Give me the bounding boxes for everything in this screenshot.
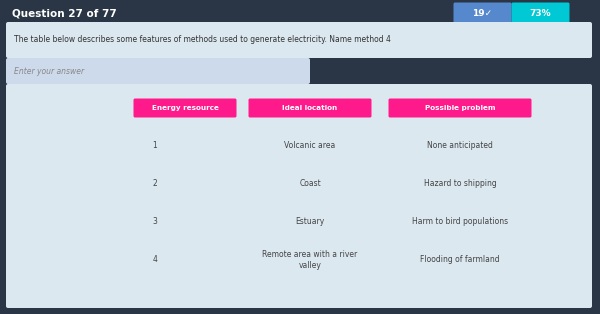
Text: Flooding of farmland: Flooding of farmland [420,256,500,264]
Text: Harm to bird populations: Harm to bird populations [412,218,508,226]
Text: 1: 1 [152,142,157,150]
FancyBboxPatch shape [6,22,592,58]
FancyBboxPatch shape [454,3,511,24]
Text: Question 27 of 77: Question 27 of 77 [12,9,117,19]
Text: 19✓: 19✓ [472,8,492,18]
Text: Remote area with a river
valley: Remote area with a river valley [262,250,358,270]
Text: 73%: 73% [529,8,551,18]
Text: 3: 3 [152,218,157,226]
Text: None anticipated: None anticipated [427,142,493,150]
Text: Estuary: Estuary [295,218,325,226]
Text: Volcanic area: Volcanic area [284,142,335,150]
Text: Coast: Coast [299,180,321,188]
Text: Enter your answer: Enter your answer [14,67,84,75]
Text: Energy resource: Energy resource [152,105,218,111]
Text: The table below describes some features of methods used to generate electricity.: The table below describes some features … [14,35,391,45]
FancyBboxPatch shape [511,3,569,24]
Text: Ideal location: Ideal location [283,105,338,111]
Text: 2: 2 [152,180,157,188]
Text: Hazard to shipping: Hazard to shipping [424,180,496,188]
FancyBboxPatch shape [133,99,236,117]
FancyBboxPatch shape [389,99,532,117]
FancyBboxPatch shape [6,84,592,308]
FancyBboxPatch shape [248,99,371,117]
Text: 4: 4 [152,256,157,264]
FancyBboxPatch shape [6,58,310,84]
Text: Possible problem: Possible problem [425,105,495,111]
